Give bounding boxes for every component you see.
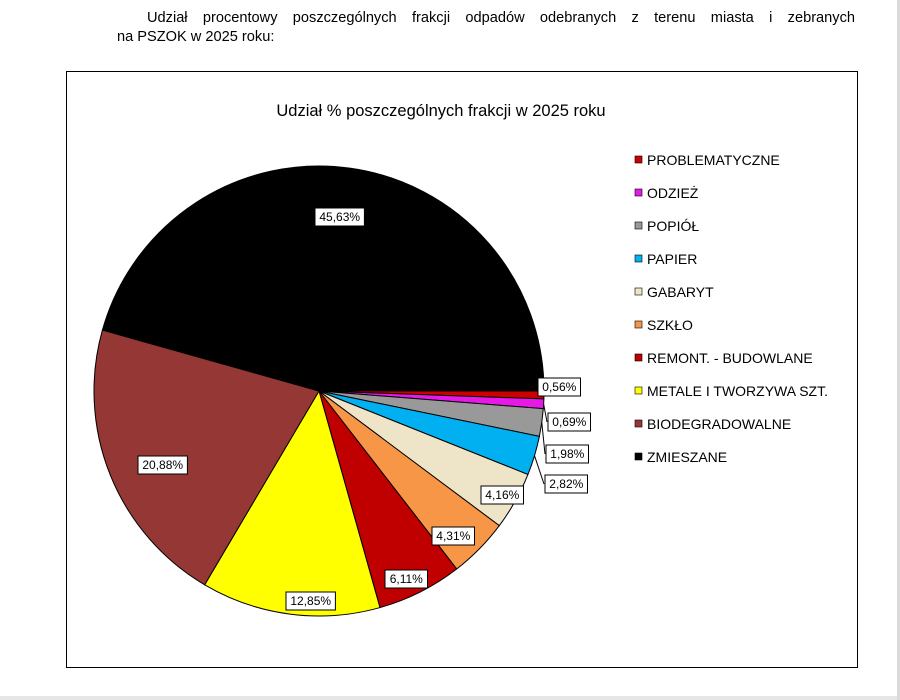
data-label-papier: 2,82% (544, 474, 588, 494)
data-label-text: 1,98% (550, 447, 584, 461)
data-label-box (544, 474, 588, 494)
legend-item-metale-i-tworzywa-szt: METALE I TWORZYWA SZT. (634, 383, 828, 399)
data-label-text: 4,31% (436, 529, 470, 543)
legend: PROBLEMATYCZNE ODZIEŻ POPIÓŁ PAPIER GABARYT S… (634, 152, 828, 465)
legend-label: ODZIEŻ (647, 184, 699, 201)
legend-label: GABARYT (647, 284, 714, 300)
data-label-text: 6,11% (390, 572, 423, 586)
legend-item-gabaryt: GABARYT (634, 284, 714, 300)
chart-title: Udział % poszczególnych frakcji w 2025 r… (276, 102, 605, 120)
legend-swatch (634, 320, 643, 329)
page-right-edge (897, 0, 900, 700)
legend-item-odziez: ODZIEŻ (634, 184, 699, 201)
legend-swatch (634, 353, 643, 362)
page-bottom-edge (0, 696, 897, 700)
data-label-szklo: 4,31% (431, 526, 475, 546)
data-label-box (384, 569, 428, 589)
legend-label: POPIÓŁ (647, 218, 699, 234)
pie-slice-zmieszane (101, 165, 545, 392)
legend-item-remont-budowlane: REMONT. - BUDOWLANE (634, 350, 813, 366)
legend-swatch (634, 386, 643, 395)
legend-swatch (634, 254, 643, 263)
legend-label: PROBLEMATYCZNE (647, 152, 780, 168)
legend-swatch (634, 155, 643, 164)
slices-layer (93, 165, 545, 617)
legend-swatch (634, 221, 643, 230)
data-labels-layer: 0,56% 0,69% 1,98% 2,82% 4,16% 4,31% 6,11% 12,85… (137, 207, 591, 611)
data-label-text: 12,85% (290, 594, 331, 608)
leader-line-popiol (541, 422, 546, 455)
data-label-text: 45,63% (319, 210, 360, 224)
legend-swatch (634, 452, 643, 461)
data-label-text: 0,69% (552, 415, 586, 429)
legend-item-biodegradowalne: BIODEGRADOWALNE (634, 416, 791, 432)
data-label-gabaryt: 4,16% (480, 485, 524, 505)
legend-label: ZMIESZANE (647, 449, 727, 465)
data-label-box (480, 485, 524, 505)
intro-paragraph: Udział procentowy poszczególnych frakcji… (117, 9, 855, 47)
pie-slice-biodegradowalne (93, 329, 320, 586)
data-label-box (137, 455, 188, 475)
pie-chart: Udział % poszczególnych frakcji w 2025 r… (93, 102, 828, 617)
data-label-problematyczne: 0,56% (537, 377, 581, 397)
data-label-text: 4,16% (485, 488, 519, 502)
data-label-text: 20,88% (142, 458, 183, 472)
data-label-box (285, 591, 336, 611)
legend-item-papier: PAPIER (634, 251, 697, 267)
data-label-metale-i-tworzywa-szt: 12,85% (285, 591, 336, 611)
intro-line-2: na PSZOK w 2025 roku: (117, 29, 275, 45)
data-label-box (545, 444, 589, 464)
legend-label: METALE I TWORZYWA SZT. (647, 383, 828, 399)
leader-line-odziez (543, 403, 548, 423)
legend-item-problematyczne: PROBLEMATYCZNE (634, 152, 780, 168)
legend-label: PAPIER (647, 251, 697, 267)
chart-frame: Udział % poszczególnych frakcji w 2025 r… (66, 71, 858, 668)
data-label-popiol: 1,98% (545, 444, 589, 464)
data-label-biodegradowalne: 20,88% (137, 455, 188, 475)
legend-item-zmieszane: ZMIESZANE (634, 449, 727, 465)
data-label-box (537, 377, 581, 397)
legend-item-popiol: POPIÓŁ (634, 218, 699, 234)
data-label-text: 2,82% (549, 477, 583, 491)
data-label-box (314, 207, 365, 227)
legend-item-szklo: SZKŁO (634, 317, 693, 333)
data-label-text: 0,56% (542, 380, 576, 394)
data-label-odziez: 0,69% (547, 412, 591, 432)
data-label-remont-budowlane: 6,11% (384, 569, 428, 589)
data-label-box (431, 526, 475, 546)
leader-line-papier (534, 455, 545, 485)
intro-line-1: Udział procentowy poszczególnych frakcji… (147, 10, 855, 26)
legend-swatch (634, 419, 643, 428)
pie-slice-metale-i-tworzywa-szt (203, 389, 381, 617)
data-label-zmieszane: 45,63% (314, 207, 365, 227)
legend-label: SZKŁO (647, 317, 693, 333)
legend-label: BIODEGRADOWALNE (647, 416, 791, 432)
legend-swatch (634, 287, 643, 296)
data-label-box (547, 412, 591, 432)
legend-label: REMONT. - BUDOWLANE (647, 350, 813, 366)
legend-swatch (634, 188, 643, 197)
